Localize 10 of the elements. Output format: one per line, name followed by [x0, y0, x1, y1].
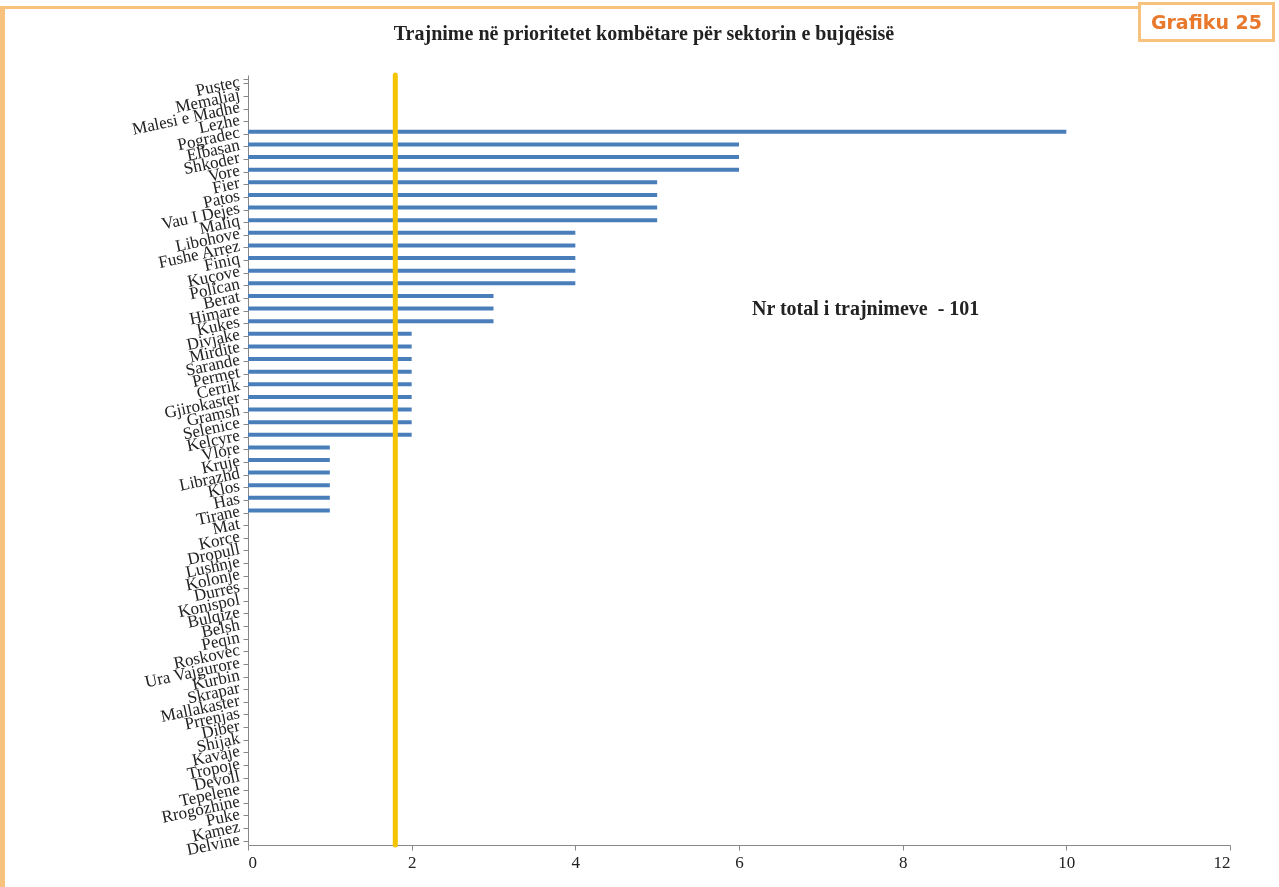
text: Grafiku 25: [1137, 2, 1275, 42]
x-tick-label: 6: [735, 852, 744, 872]
chart-title: Trajnime në prioritetet kombëtare për sektorin e bujqësisë: [393, 22, 895, 46]
annotation: Nr total i trajnimeve - 101: [752, 297, 980, 320]
x-tick-label: 2: [407, 852, 417, 872]
x-tick-label: 8: [898, 852, 908, 872]
x-tick-label: 4: [571, 852, 581, 872]
x-tick-label: 10: [1058, 852, 1076, 872]
x-tick-label: 0: [248, 852, 257, 872]
x-tick-label: 12: [1213, 852, 1231, 872]
